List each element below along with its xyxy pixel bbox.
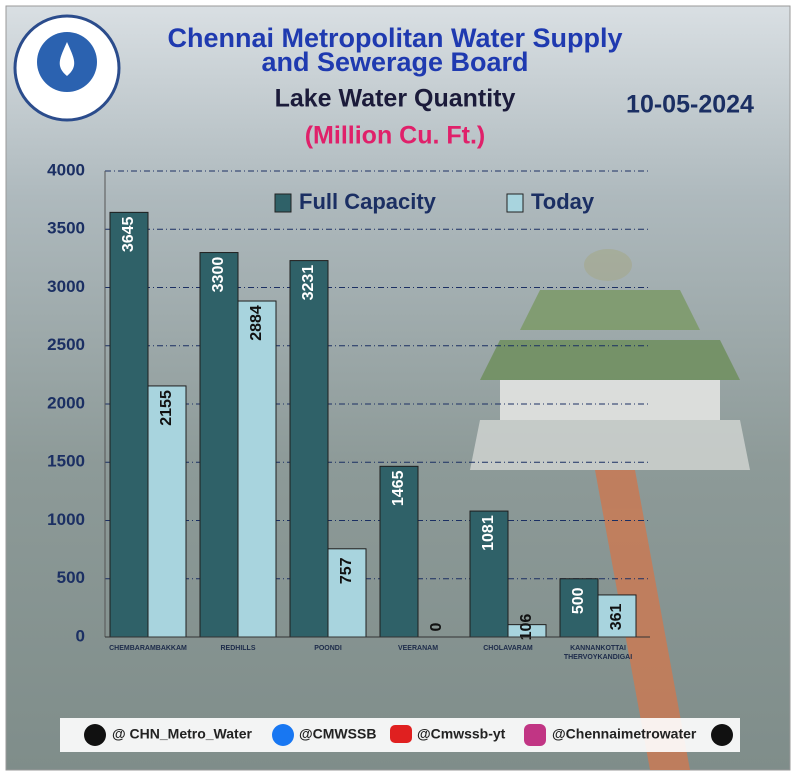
value-label: 106	[518, 614, 535, 641]
y-tick-label: 4000	[47, 160, 85, 179]
value-label: 1081	[480, 515, 497, 551]
title-line: and Sewerage Board	[261, 47, 528, 77]
threads-icon	[711, 724, 733, 746]
logo-drop	[59, 42, 75, 76]
value-label: 500	[570, 587, 587, 614]
x-tick-label: CHEMBARAMBAKKAM	[109, 645, 187, 652]
value-label: 757	[338, 557, 355, 584]
date: 10-05-2024	[626, 91, 754, 119]
bar	[289, 260, 329, 638]
y-tick-label: 1000	[47, 510, 85, 529]
value-label: 3300	[210, 257, 227, 293]
footer-handle: @Cmwssb-yt	[417, 726, 506, 742]
legend-swatch	[274, 193, 292, 213]
legend-label: Today	[531, 189, 595, 214]
x-tick-label: REDHILLS	[220, 645, 256, 652]
value-label: 3645	[120, 216, 137, 252]
facebook-icon	[272, 724, 294, 746]
bar	[559, 578, 599, 638]
x-tick-label: VEERANAM	[397, 645, 439, 652]
legend-label: Full Capacity	[299, 189, 437, 214]
bar	[109, 211, 149, 638]
footer-handle: @ CHN_Metro_Water	[112, 726, 252, 742]
instagram-icon	[524, 724, 546, 746]
unit-label: (Million Cu. Ft.)	[305, 122, 486, 150]
value-label: 0	[428, 622, 445, 631]
bar	[327, 548, 367, 638]
footer-handle: @Chennaimetrowater	[552, 726, 697, 742]
pavilion-photo	[470, 249, 750, 770]
bar	[469, 510, 509, 638]
subtitle: Lake Water Quantity	[275, 85, 516, 113]
value-label: 3231	[300, 265, 317, 301]
y-tick-label: 1500	[47, 452, 85, 471]
bar	[147, 385, 187, 638]
y-tick-label: 2500	[47, 335, 85, 354]
bar	[199, 252, 239, 638]
value-label: 2884	[248, 305, 265, 341]
value-label: 361	[608, 603, 625, 630]
footer-handle: @CMWSSB	[299, 726, 376, 742]
x-tick-label: POONDI	[314, 645, 342, 652]
legend-swatch	[506, 193, 524, 213]
y-tick-label: 2000	[47, 393, 85, 412]
x-tick-label: CHOLAVARAM	[483, 645, 533, 652]
x-tick-label: KANNANKOTTAI THERVOYKANDIGAI	[563, 645, 633, 661]
bar	[237, 300, 277, 638]
y-tick-label: 3000	[47, 277, 85, 296]
y-tick-label: 3500	[47, 219, 85, 238]
youtube-icon	[390, 725, 412, 743]
x-icon	[84, 724, 106, 746]
value-label: 2155	[158, 390, 175, 426]
bar	[379, 465, 419, 638]
y-tick-label: 500	[57, 568, 85, 587]
title-line: Chennai Metropolitan Water Supply	[167, 23, 622, 53]
value-label: 1465	[390, 470, 407, 506]
y-tick-label: 0	[76, 626, 85, 645]
